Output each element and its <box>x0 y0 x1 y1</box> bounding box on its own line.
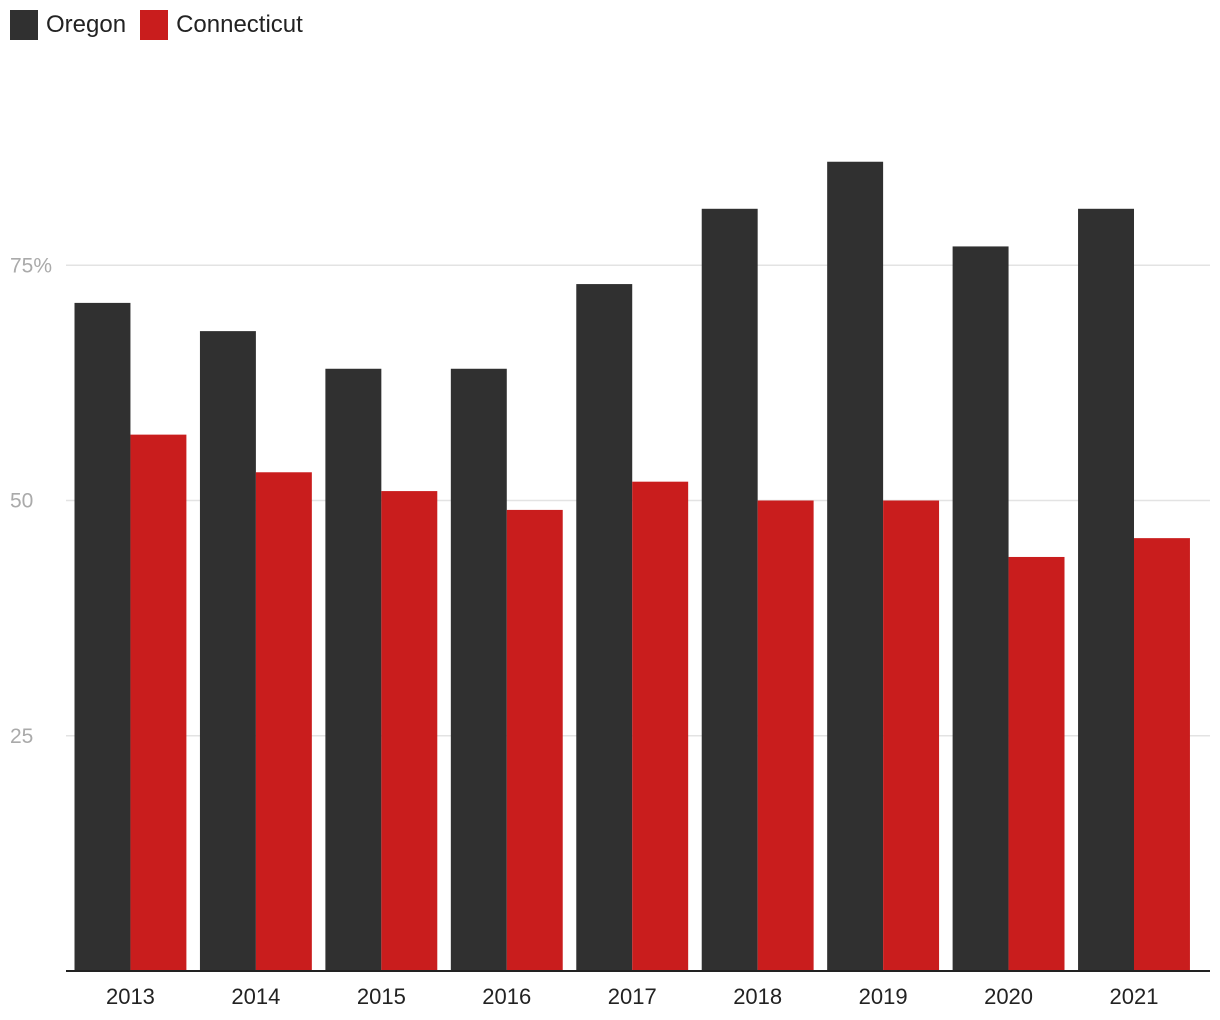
bar-connecticut-2014 <box>255 472 312 971</box>
legend-label-connecticut: Connecticut <box>176 11 303 38</box>
bar-oregon-2020 <box>952 246 1009 971</box>
x-tick-label: 2016 <box>482 984 531 1009</box>
bar-oregon-2021 <box>1078 208 1135 972</box>
bar-oregon-2018 <box>701 208 758 972</box>
legend-label-oregon: Oregon <box>46 11 127 38</box>
legend-item-connecticut: Connecticut <box>140 10 303 40</box>
x-tick-label: 2017 <box>608 984 657 1009</box>
bar-oregon-2016 <box>450 368 507 971</box>
chart-legend: Oregon Connecticut <box>10 10 317 40</box>
y-tick-label: 25 <box>10 725 33 748</box>
bar-connecticut-2013 <box>130 434 187 971</box>
x-tick-label: 2018 <box>733 984 782 1009</box>
x-tick-label: 2021 <box>1110 984 1159 1009</box>
bar-oregon-2013 <box>74 302 131 971</box>
x-tick-label: 2013 <box>106 984 155 1009</box>
bar-connecticut-2016 <box>506 509 563 971</box>
bar-connecticut-2018 <box>757 500 814 971</box>
bar-oregon-2019 <box>827 161 884 972</box>
bar-connecticut-2017 <box>632 481 689 971</box>
y-tick-label: 75% <box>10 254 52 277</box>
x-tick-label: 2019 <box>859 984 908 1009</box>
bar-oregon-2014 <box>199 331 256 971</box>
x-tick-label: 2020 <box>984 984 1033 1009</box>
legend-swatch-connecticut <box>140 10 169 40</box>
legend-swatch-oregon <box>10 10 38 40</box>
bar-connecticut-2020 <box>1008 556 1065 971</box>
bar-oregon-2015 <box>325 368 382 971</box>
bar-connecticut-2015 <box>381 491 438 971</box>
x-tick-label: 2015 <box>357 984 406 1009</box>
bar-connecticut-2021 <box>1134 538 1190 971</box>
x-tick-label: 2014 <box>231 984 280 1009</box>
bar-oregon-2017 <box>576 284 633 971</box>
bar-connecticut-2019 <box>883 500 940 971</box>
legend-item-oregon: Oregon <box>10 10 126 40</box>
y-tick-label: 50 <box>10 490 33 513</box>
